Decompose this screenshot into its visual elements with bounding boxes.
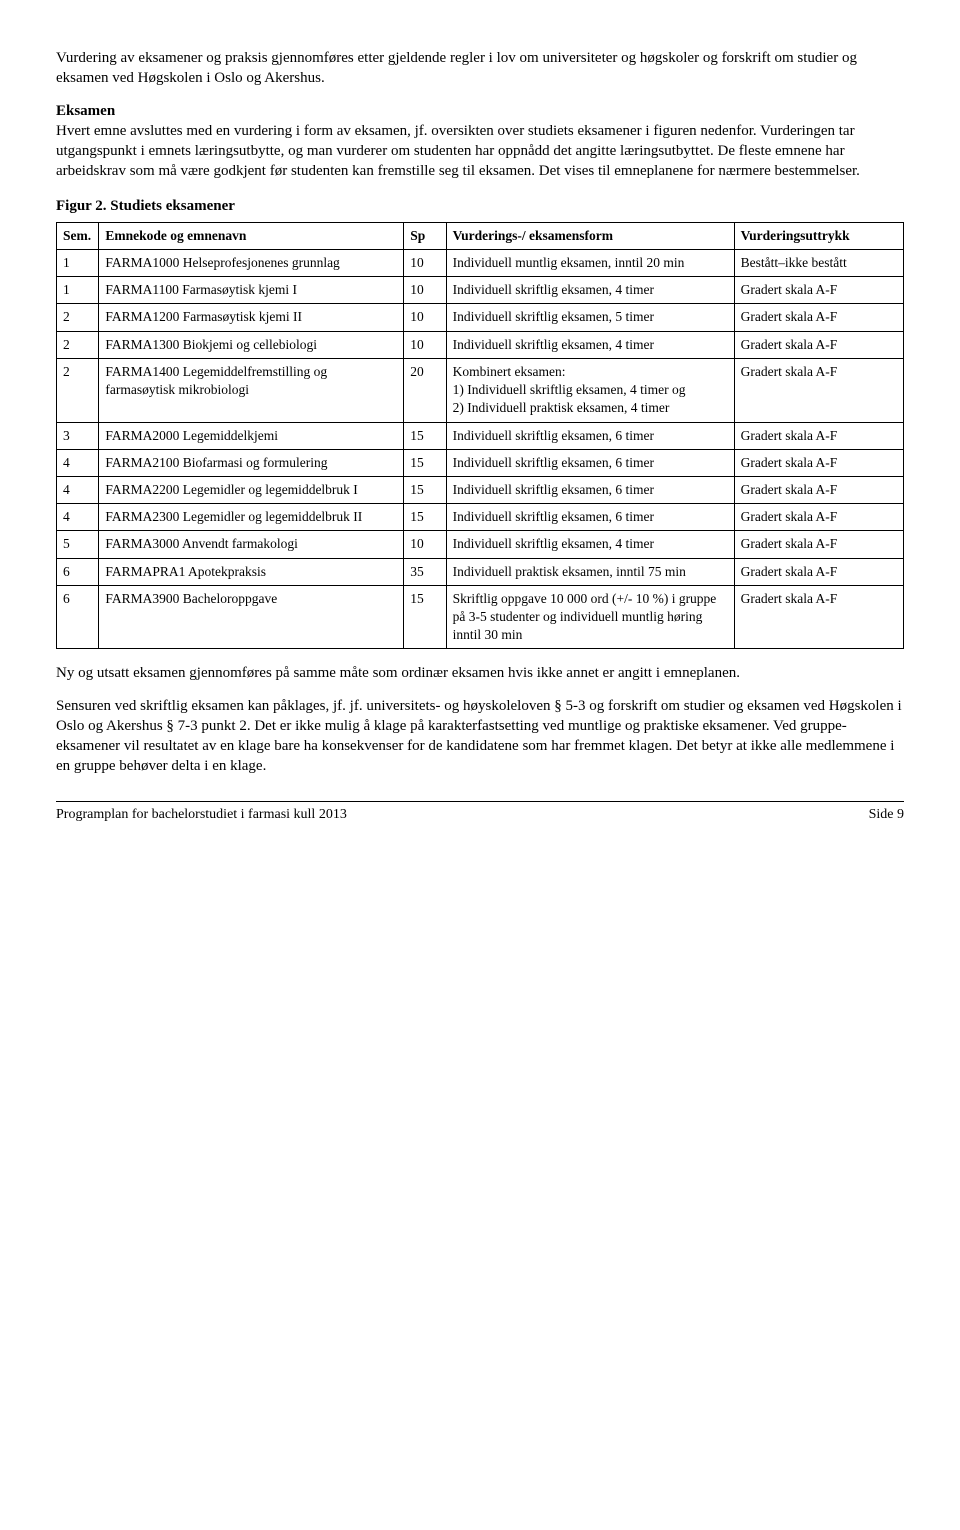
table-cell: FARMA2100 Biofarmasi og formulering	[99, 449, 404, 476]
table-cell: 6	[57, 585, 99, 649]
table-cell: 15	[404, 449, 446, 476]
table-cell: FARMA1100 Farmasøytisk kjemi I	[99, 277, 404, 304]
table-cell: 20	[404, 358, 446, 422]
table-cell: FARMA2300 Legemidler og legemiddelbruk I…	[99, 504, 404, 531]
table-cell: Individuell skriftlig eksamen, 6 timer	[446, 476, 734, 503]
table-cell: 3	[57, 422, 99, 449]
table-cell: 10	[404, 331, 446, 358]
table-cell: Gradert skala A-F	[734, 358, 903, 422]
table-cell: 15	[404, 422, 446, 449]
table-cell: Individuell skriftlig eksamen, 5 timer	[446, 304, 734, 331]
table-cell: 10	[404, 531, 446, 558]
intro-paragraph: Vurdering av eksamener og praksis gjenno…	[56, 48, 904, 89]
table-cell: Individuell skriftlig eksamen, 4 timer	[446, 531, 734, 558]
table-cell: 2	[57, 331, 99, 358]
table-cell: 10	[404, 277, 446, 304]
table-cell: 5	[57, 531, 99, 558]
table-cell: FARMA3900 Bacheloroppgave	[99, 585, 404, 649]
table-row: 4FARMA2300 Legemidler og legemiddelbruk …	[57, 504, 904, 531]
table-cell: Individuell skriftlig eksamen, 6 timer	[446, 449, 734, 476]
after-paragraph-1: Ny og utsatt eksamen gjennomføres på sam…	[56, 663, 904, 683]
table-cell: 1	[57, 249, 99, 276]
table-row: 1FARMA1000 Helseprofesjonenes grunnlag10…	[57, 249, 904, 276]
table-cell: Gradert skala A-F	[734, 449, 903, 476]
table-cell: Gradert skala A-F	[734, 558, 903, 585]
footer-left: Programplan for bachelorstudiet i farmas…	[56, 806, 347, 825]
table-cell: 10	[404, 249, 446, 276]
footer-right: Side 9	[869, 806, 904, 825]
table-cell: FARMA1000 Helseprofesjonenes grunnlag	[99, 249, 404, 276]
table-cell: Gradert skala A-F	[734, 422, 903, 449]
table-cell: Gradert skala A-F	[734, 585, 903, 649]
table-cell: Gradert skala A-F	[734, 476, 903, 503]
col-sp: Sp	[404, 222, 446, 249]
table-cell: 35	[404, 558, 446, 585]
table-cell: Individuell skriftlig eksamen, 4 timer	[446, 277, 734, 304]
table-cell: Gradert skala A-F	[734, 504, 903, 531]
table-cell: 2	[57, 304, 99, 331]
col-form: Vurderings-/ eksamensform	[446, 222, 734, 249]
table-row: 6FARMAPRA1 Apotekpraksis35Individuell pr…	[57, 558, 904, 585]
table-row: 5FARMA3000 Anvendt farmakologi10Individu…	[57, 531, 904, 558]
table-cell: 15	[404, 476, 446, 503]
table-cell: FARMAPRA1 Apotekpraksis	[99, 558, 404, 585]
table-cell: FARMA3000 Anvendt farmakologi	[99, 531, 404, 558]
page-footer: Programplan for bachelorstudiet i farmas…	[56, 801, 904, 825]
table-cell: 4	[57, 504, 99, 531]
table-cell: 15	[404, 585, 446, 649]
table-cell: FARMA1400 Legemiddelfremstilling og farm…	[99, 358, 404, 422]
eksamen-title: Eksamen	[56, 103, 115, 119]
table-cell: 10	[404, 304, 446, 331]
table-cell: FARMA1300 Biokjemi og cellebiologi	[99, 331, 404, 358]
table-cell: 2	[57, 358, 99, 422]
figure-title: Figur 2. Studiets eksamener	[56, 196, 904, 216]
eksamen-text: Hvert emne avsluttes med en vurdering i …	[56, 123, 860, 180]
table-cell: Kombinert eksamen: 1) Individuell skrift…	[446, 358, 734, 422]
table-cell: 4	[57, 476, 99, 503]
table-row: 2FARMA1300 Biokjemi og cellebiologi10Ind…	[57, 331, 904, 358]
table-row: 1FARMA1100 Farmasøytisk kjemi I10Individ…	[57, 277, 904, 304]
table-cell: 15	[404, 504, 446, 531]
table-cell: Bestått–ikke bestått	[734, 249, 903, 276]
table-cell: Individuell skriftlig eksamen, 4 timer	[446, 331, 734, 358]
exam-table: Sem. Emnekode og emnenavn Sp Vurderings-…	[56, 222, 904, 650]
eksamen-block: Eksamen Hvert emne avsluttes med en vurd…	[56, 101, 904, 182]
table-row: 2FARMA1200 Farmasøytisk kjemi II10Indivi…	[57, 304, 904, 331]
col-grade: Vurderingsuttrykk	[734, 222, 903, 249]
table-cell: Individuell skriftlig eksamen, 6 timer	[446, 422, 734, 449]
table-cell: Individuell skriftlig eksamen, 6 timer	[446, 504, 734, 531]
table-cell: Gradert skala A-F	[734, 304, 903, 331]
table-cell: Individuell praktisk eksamen, inntil 75 …	[446, 558, 734, 585]
table-cell: Skriftlig oppgave 10 000 ord (+/- 10 %) …	[446, 585, 734, 649]
after-paragraph-2: Sensuren ved skriftlig eksamen kan påkla…	[56, 696, 904, 777]
table-row: 2FARMA1400 Legemiddelfremstilling og far…	[57, 358, 904, 422]
table-cell: Gradert skala A-F	[734, 277, 903, 304]
table-cell: Individuell muntlig eksamen, inntil 20 m…	[446, 249, 734, 276]
table-header-row: Sem. Emnekode og emnenavn Sp Vurderings-…	[57, 222, 904, 249]
table-row: 4FARMA2200 Legemidler og legemiddelbruk …	[57, 476, 904, 503]
table-cell: 6	[57, 558, 99, 585]
table-cell: Gradert skala A-F	[734, 331, 903, 358]
table-row: 4FARMA2100 Biofarmasi og formulering15In…	[57, 449, 904, 476]
table-row: 6FARMA3900 Bacheloroppgave15Skriftlig op…	[57, 585, 904, 649]
table-cell: 4	[57, 449, 99, 476]
table-cell: FARMA1200 Farmasøytisk kjemi II	[99, 304, 404, 331]
table-cell: FARMA2000 Legemiddelkjemi	[99, 422, 404, 449]
col-sem: Sem.	[57, 222, 99, 249]
col-emne: Emnekode og emnenavn	[99, 222, 404, 249]
table-cell: 1	[57, 277, 99, 304]
table-row: 3FARMA2000 Legemiddelkjemi15Individuell …	[57, 422, 904, 449]
table-cell: FARMA2200 Legemidler og legemiddelbruk I	[99, 476, 404, 503]
table-cell: Gradert skala A-F	[734, 531, 903, 558]
